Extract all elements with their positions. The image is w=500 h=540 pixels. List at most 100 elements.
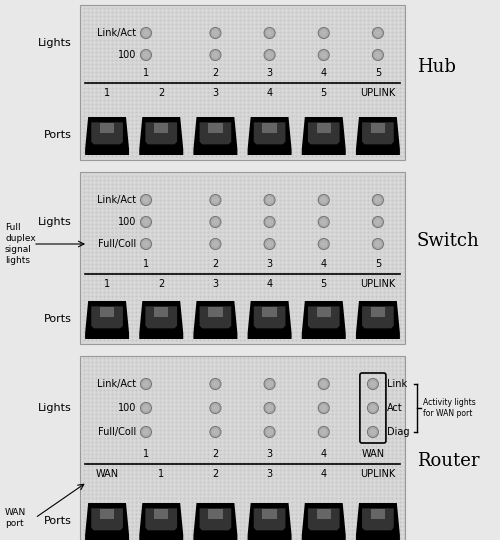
Text: 2: 2 — [212, 469, 218, 479]
Circle shape — [140, 50, 151, 60]
Circle shape — [140, 28, 151, 38]
Circle shape — [210, 379, 221, 389]
Bar — [316, 509, 331, 519]
Circle shape — [368, 402, 378, 414]
Bar — [80, 5, 405, 160]
Text: 3: 3 — [266, 68, 272, 78]
Text: WAN: WAN — [96, 469, 118, 479]
Text: 3: 3 — [212, 88, 218, 98]
Polygon shape — [356, 117, 400, 155]
Circle shape — [318, 28, 329, 38]
Polygon shape — [146, 306, 177, 328]
Polygon shape — [302, 503, 346, 540]
Text: UPLINK: UPLINK — [360, 469, 396, 479]
Text: 5: 5 — [375, 68, 381, 78]
Bar — [100, 307, 114, 318]
Bar — [262, 307, 276, 318]
Bar — [100, 124, 114, 133]
Text: UPLINK: UPLINK — [360, 279, 396, 289]
Circle shape — [210, 239, 221, 249]
Text: Full/Coll: Full/Coll — [98, 427, 136, 437]
Circle shape — [140, 379, 151, 389]
Circle shape — [372, 28, 384, 38]
Circle shape — [140, 402, 151, 414]
Text: 4: 4 — [266, 88, 272, 98]
Text: Link: Link — [387, 379, 407, 389]
Text: 1: 1 — [143, 68, 149, 78]
Polygon shape — [194, 117, 238, 155]
Circle shape — [318, 50, 329, 60]
Text: 5: 5 — [375, 259, 381, 269]
Bar — [208, 307, 222, 318]
Text: Switch: Switch — [417, 232, 480, 250]
Circle shape — [372, 50, 384, 60]
Bar — [262, 509, 276, 519]
Text: Full/Coll: Full/Coll — [98, 239, 136, 249]
Text: 2: 2 — [158, 279, 164, 289]
Text: 4: 4 — [320, 259, 327, 269]
Text: 4: 4 — [320, 68, 327, 78]
Polygon shape — [194, 301, 238, 339]
Text: 1: 1 — [143, 449, 149, 459]
Circle shape — [372, 217, 384, 227]
Circle shape — [210, 50, 221, 60]
Polygon shape — [91, 123, 123, 144]
Bar — [208, 509, 222, 519]
Circle shape — [210, 28, 221, 38]
Text: 4: 4 — [320, 449, 327, 459]
Circle shape — [140, 217, 151, 227]
Text: 3: 3 — [212, 279, 218, 289]
Bar — [316, 124, 331, 133]
Circle shape — [264, 194, 275, 206]
Polygon shape — [91, 306, 123, 328]
Bar — [80, 356, 405, 540]
Circle shape — [368, 379, 378, 389]
Text: Link/Act: Link/Act — [97, 28, 136, 38]
Text: 2: 2 — [212, 259, 218, 269]
Polygon shape — [356, 301, 400, 339]
Text: Hub: Hub — [417, 58, 456, 76]
Bar — [100, 509, 114, 519]
Polygon shape — [248, 301, 292, 339]
Text: 100: 100 — [118, 50, 136, 60]
Circle shape — [264, 217, 275, 227]
Text: Lights: Lights — [38, 38, 72, 48]
Circle shape — [140, 427, 151, 437]
Circle shape — [210, 217, 221, 227]
Text: Lights: Lights — [38, 217, 72, 227]
Text: 1: 1 — [158, 469, 164, 479]
Text: 3: 3 — [266, 259, 272, 269]
Polygon shape — [139, 301, 183, 339]
Polygon shape — [308, 508, 340, 530]
Polygon shape — [200, 123, 232, 144]
Bar — [80, 172, 405, 344]
Text: Link/Act: Link/Act — [97, 379, 136, 389]
Polygon shape — [254, 508, 286, 530]
Bar — [371, 124, 385, 133]
Text: Ports: Ports — [44, 516, 72, 526]
Circle shape — [318, 239, 329, 249]
Bar — [208, 124, 222, 133]
Text: 4: 4 — [266, 279, 272, 289]
Polygon shape — [248, 117, 292, 155]
Bar — [316, 307, 331, 318]
Circle shape — [264, 379, 275, 389]
Circle shape — [372, 194, 384, 206]
Bar — [371, 307, 385, 318]
Text: 100: 100 — [118, 217, 136, 227]
Polygon shape — [362, 306, 394, 328]
Polygon shape — [248, 503, 292, 540]
Polygon shape — [91, 508, 123, 530]
Polygon shape — [139, 117, 183, 155]
Polygon shape — [194, 503, 238, 540]
Text: 1: 1 — [143, 259, 149, 269]
Circle shape — [372, 239, 384, 249]
Text: 4: 4 — [320, 469, 327, 479]
Circle shape — [210, 194, 221, 206]
Polygon shape — [308, 306, 340, 328]
Circle shape — [318, 402, 329, 414]
Text: Router: Router — [417, 451, 480, 469]
Polygon shape — [362, 123, 394, 144]
Circle shape — [210, 402, 221, 414]
Circle shape — [140, 239, 151, 249]
